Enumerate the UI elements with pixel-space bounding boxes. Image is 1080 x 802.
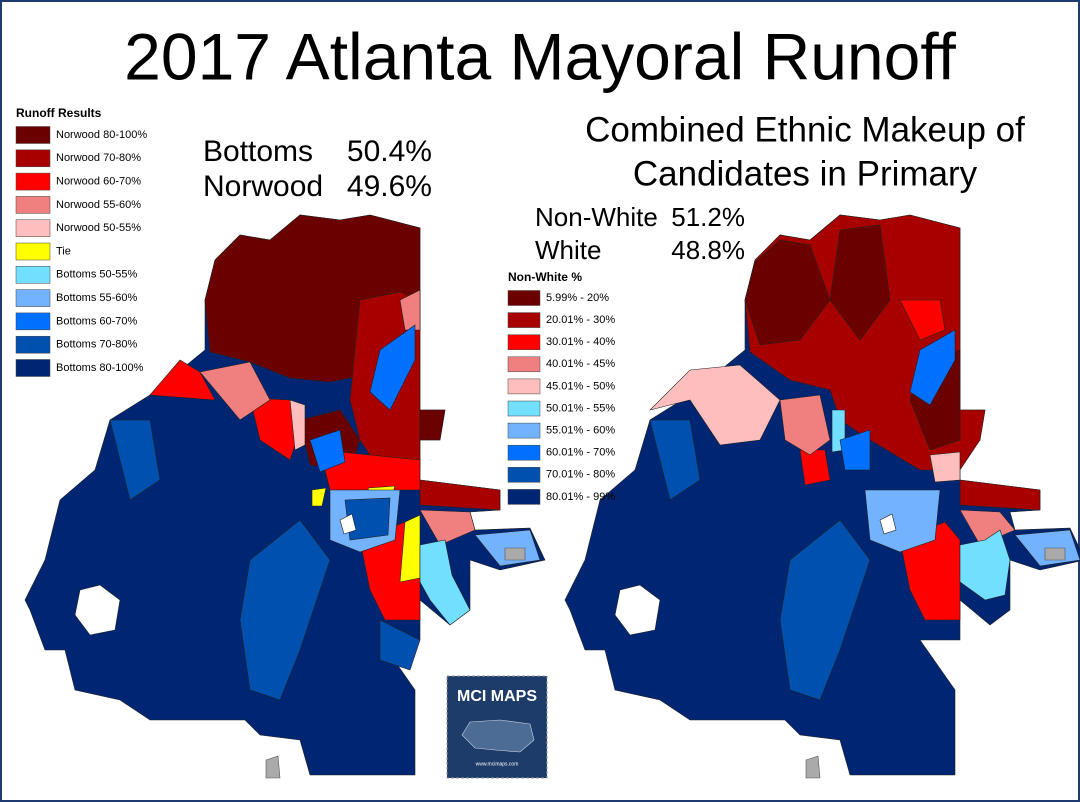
district <box>959 479 1041 511</box>
legend-swatch <box>507 467 541 483</box>
legend-swatch <box>15 266 51 284</box>
district <box>929 451 961 483</box>
legend-label: 5.99% - 20% <box>546 292 609 304</box>
district <box>289 399 306 451</box>
airport <box>805 755 821 779</box>
legend-swatch <box>15 242 51 261</box>
legend-swatch <box>507 290 541 306</box>
legend-label: 60.01% - 70% <box>546 447 615 459</box>
district <box>649 419 701 501</box>
district <box>369 324 416 411</box>
legend-swatch <box>507 312 541 328</box>
legend-label: Bottoms 70-80% <box>56 339 138 351</box>
district <box>779 394 831 456</box>
legend-label: 40.01% - 45% <box>546 358 615 370</box>
district <box>419 409 446 441</box>
district <box>309 429 346 473</box>
logo: MCI MAPS www.mcimaps.com <box>446 675 548 779</box>
result-share: 51.2% <box>671 202 745 232</box>
legend-swatch <box>507 444 541 461</box>
legend-label: 30.01% - 40% <box>546 336 615 348</box>
result-name: Non-White <box>535 202 658 232</box>
result-share: 49.6% <box>347 170 432 203</box>
legend-label: Bottoms 50-55% <box>56 269 138 281</box>
legend-swatch <box>15 335 51 354</box>
logo-url: www.mcimaps.com <box>476 761 519 767</box>
legend-label: Norwood 80-100% <box>56 129 147 141</box>
legend-swatch <box>15 312 51 331</box>
result-name: Norwood <box>203 170 323 203</box>
legend-label: Norwood 70-80% <box>56 152 141 164</box>
district <box>379 619 421 671</box>
airport <box>504 547 526 561</box>
legend-label: 50.01% - 55% <box>546 402 615 414</box>
legend-swatch <box>15 196 51 214</box>
runoff-map <box>24 214 546 779</box>
ethnic-map <box>564 214 1080 779</box>
district <box>959 529 1011 601</box>
district <box>959 509 1016 546</box>
district <box>239 519 331 701</box>
legend-swatch <box>507 334 541 350</box>
district <box>799 449 831 486</box>
hole <box>74 584 121 636</box>
legend-label: Norwood 55-60% <box>56 199 141 211</box>
district <box>744 239 831 346</box>
logo-us-map <box>461 719 535 753</box>
airport <box>1044 547 1066 561</box>
map-title: Candidates in Primary <box>633 154 978 193</box>
airport <box>265 755 281 779</box>
legend-label: 80.01% - 99% <box>546 491 615 503</box>
legend-label: 70.01% - 80% <box>546 469 615 481</box>
district <box>419 479 501 511</box>
legend-swatch <box>15 289 51 307</box>
legend-label: Norwood 60-70% <box>56 176 141 188</box>
legend-swatch <box>507 356 541 373</box>
district <box>199 361 271 421</box>
legend-swatch <box>15 126 51 144</box>
map-title: Combined Ethnic Makeup of <box>585 110 1025 149</box>
result-share: 48.8% <box>671 235 745 265</box>
legend-swatch <box>507 400 541 417</box>
district <box>319 449 421 491</box>
legend-label: 55.01% - 60% <box>546 425 615 437</box>
district <box>839 429 871 471</box>
hole <box>614 584 661 636</box>
legend-swatch <box>507 422 541 439</box>
district <box>419 509 476 546</box>
legend-swatch <box>15 359 51 377</box>
district <box>779 519 871 701</box>
legend-label: 45.01% - 50% <box>546 380 615 392</box>
district <box>864 489 941 553</box>
result-name: White <box>535 235 601 265</box>
district <box>419 539 471 626</box>
district <box>649 364 781 446</box>
result-share: 50.4% <box>347 135 432 168</box>
legend-label: Bottoms 60-70% <box>56 315 138 327</box>
district <box>399 289 421 331</box>
legend-label: Bottoms 55-60% <box>56 292 138 304</box>
district <box>899 299 946 341</box>
district <box>909 329 956 406</box>
legend-label: Bottoms 80-100% <box>56 362 144 374</box>
legend-label: 20.01% - 30% <box>546 314 615 326</box>
hole <box>879 513 897 535</box>
legend-swatch <box>15 219 51 237</box>
legend-title: Runoff Results <box>16 106 102 120</box>
logo-name: MCI MAPS <box>457 688 537 705</box>
district <box>109 419 161 501</box>
legend-label: Norwood 50-55% <box>56 222 141 234</box>
legend-swatch <box>15 172 51 191</box>
result-name: Bottoms <box>203 135 313 168</box>
legend-swatch <box>507 489 541 505</box>
district <box>829 224 891 341</box>
legend-label: Tie <box>56 245 71 257</box>
legend-swatch <box>15 149 51 168</box>
legend-swatch <box>507 378 541 395</box>
hole <box>339 513 357 535</box>
legend-title: Non-White % <box>508 270 582 284</box>
page-title: 2017 Atlanta Mayoral Runoff <box>124 19 956 93</box>
district <box>311 487 327 507</box>
